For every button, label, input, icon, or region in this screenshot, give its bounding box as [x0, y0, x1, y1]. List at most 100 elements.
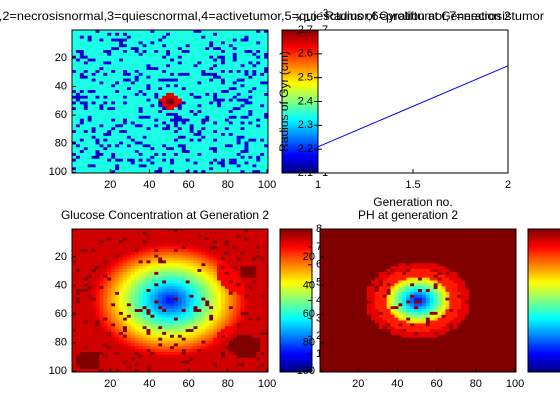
image-cell	[240, 70, 245, 74]
image-cell	[189, 251, 194, 256]
image-cell	[87, 260, 92, 264]
image-cell	[115, 269, 120, 273]
image-cell	[264, 269, 269, 273]
image-cell	[244, 98, 249, 102]
image-cell	[158, 98, 163, 102]
image-cell	[197, 317, 202, 321]
image-cell	[158, 130, 163, 134]
image-cell	[217, 326, 222, 330]
image-cell	[99, 47, 104, 51]
image-cell	[213, 70, 218, 74]
image-cell	[213, 130, 218, 134]
image-cell	[91, 257, 96, 261]
image-cell	[248, 331, 253, 336]
image-cell	[122, 289, 128, 293]
image-cell	[170, 61, 175, 65]
image-cell	[158, 132, 163, 137]
image-cell	[224, 249, 230, 253]
image-cell	[119, 30, 124, 34]
image-cell	[107, 231, 112, 236]
image-cell	[205, 360, 210, 364]
image-cell	[217, 70, 222, 74]
image-cell	[134, 326, 140, 330]
image-cell	[220, 283, 226, 287]
image-cell	[162, 260, 167, 264]
image-cell	[181, 161, 187, 165]
image-cell	[220, 266, 226, 270]
image-cell	[181, 164, 187, 168]
image-cell	[103, 331, 108, 336]
image-cell	[83, 251, 89, 256]
image-cell	[244, 257, 249, 261]
image-cell	[138, 323, 143, 327]
image-cell	[244, 95, 249, 100]
image-cell	[248, 152, 253, 157]
image-cell	[99, 360, 104, 364]
image-cell	[232, 243, 238, 247]
image-cell	[173, 147, 179, 151]
image-cell	[189, 155, 194, 160]
image-cell	[91, 78, 96, 82]
image-cell	[232, 30, 238, 34]
image-cell	[193, 309, 198, 313]
image-cell	[232, 107, 238, 111]
image-cell	[158, 121, 163, 125]
image-cell	[264, 354, 269, 359]
image-cell	[177, 260, 183, 264]
image-cell	[91, 323, 96, 327]
image-cell	[193, 101, 198, 105]
image-cell	[189, 260, 194, 264]
image-cell	[224, 95, 230, 100]
image-cell	[209, 357, 214, 361]
image-cell	[87, 38, 92, 42]
image-cell	[217, 147, 222, 151]
image-cell	[228, 141, 234, 145]
image-cell	[252, 152, 257, 157]
image-cell	[134, 286, 140, 290]
image-cell	[224, 320, 230, 324]
image-cell	[236, 132, 241, 137]
image-cell	[115, 98, 120, 102]
image-cell	[244, 78, 249, 82]
image-cell	[111, 326, 116, 330]
image-cell	[79, 104, 85, 108]
image-cell	[115, 95, 120, 100]
colorbar-cell	[282, 105, 318, 109]
image-cell	[166, 147, 171, 151]
image-cell	[115, 170, 120, 174]
image-cell	[177, 104, 183, 108]
image-cell	[240, 297, 245, 301]
image-cell	[224, 72, 230, 77]
image-cell	[201, 118, 206, 122]
image-cell	[228, 84, 234, 88]
image-cell	[91, 229, 96, 233]
image-cell	[240, 67, 245, 71]
image-cell	[213, 72, 218, 77]
image-cell	[79, 251, 85, 256]
image-cell	[119, 124, 124, 128]
image-cell	[111, 320, 116, 324]
image-cell	[95, 249, 100, 253]
image-cell	[134, 317, 140, 321]
image-cell	[87, 314, 92, 319]
image-cell	[256, 249, 261, 253]
image-cell	[122, 283, 128, 287]
image-cell	[146, 357, 151, 361]
image-cell	[103, 104, 108, 108]
plot-area	[318, 30, 508, 173]
image-cell	[177, 112, 183, 117]
image-cell	[244, 337, 249, 341]
image-cell	[181, 266, 187, 270]
image-cell	[72, 229, 77, 233]
image-cell	[256, 124, 261, 128]
image-cell	[115, 61, 120, 65]
image-cell	[177, 141, 183, 145]
image-cell	[162, 277, 167, 281]
image-cell	[205, 58, 210, 62]
image-cell	[95, 229, 100, 233]
image-cell	[150, 243, 155, 247]
image-cell	[130, 147, 136, 151]
image-cell	[244, 283, 249, 287]
image-cell	[220, 92, 226, 97]
image-cell	[177, 294, 183, 299]
